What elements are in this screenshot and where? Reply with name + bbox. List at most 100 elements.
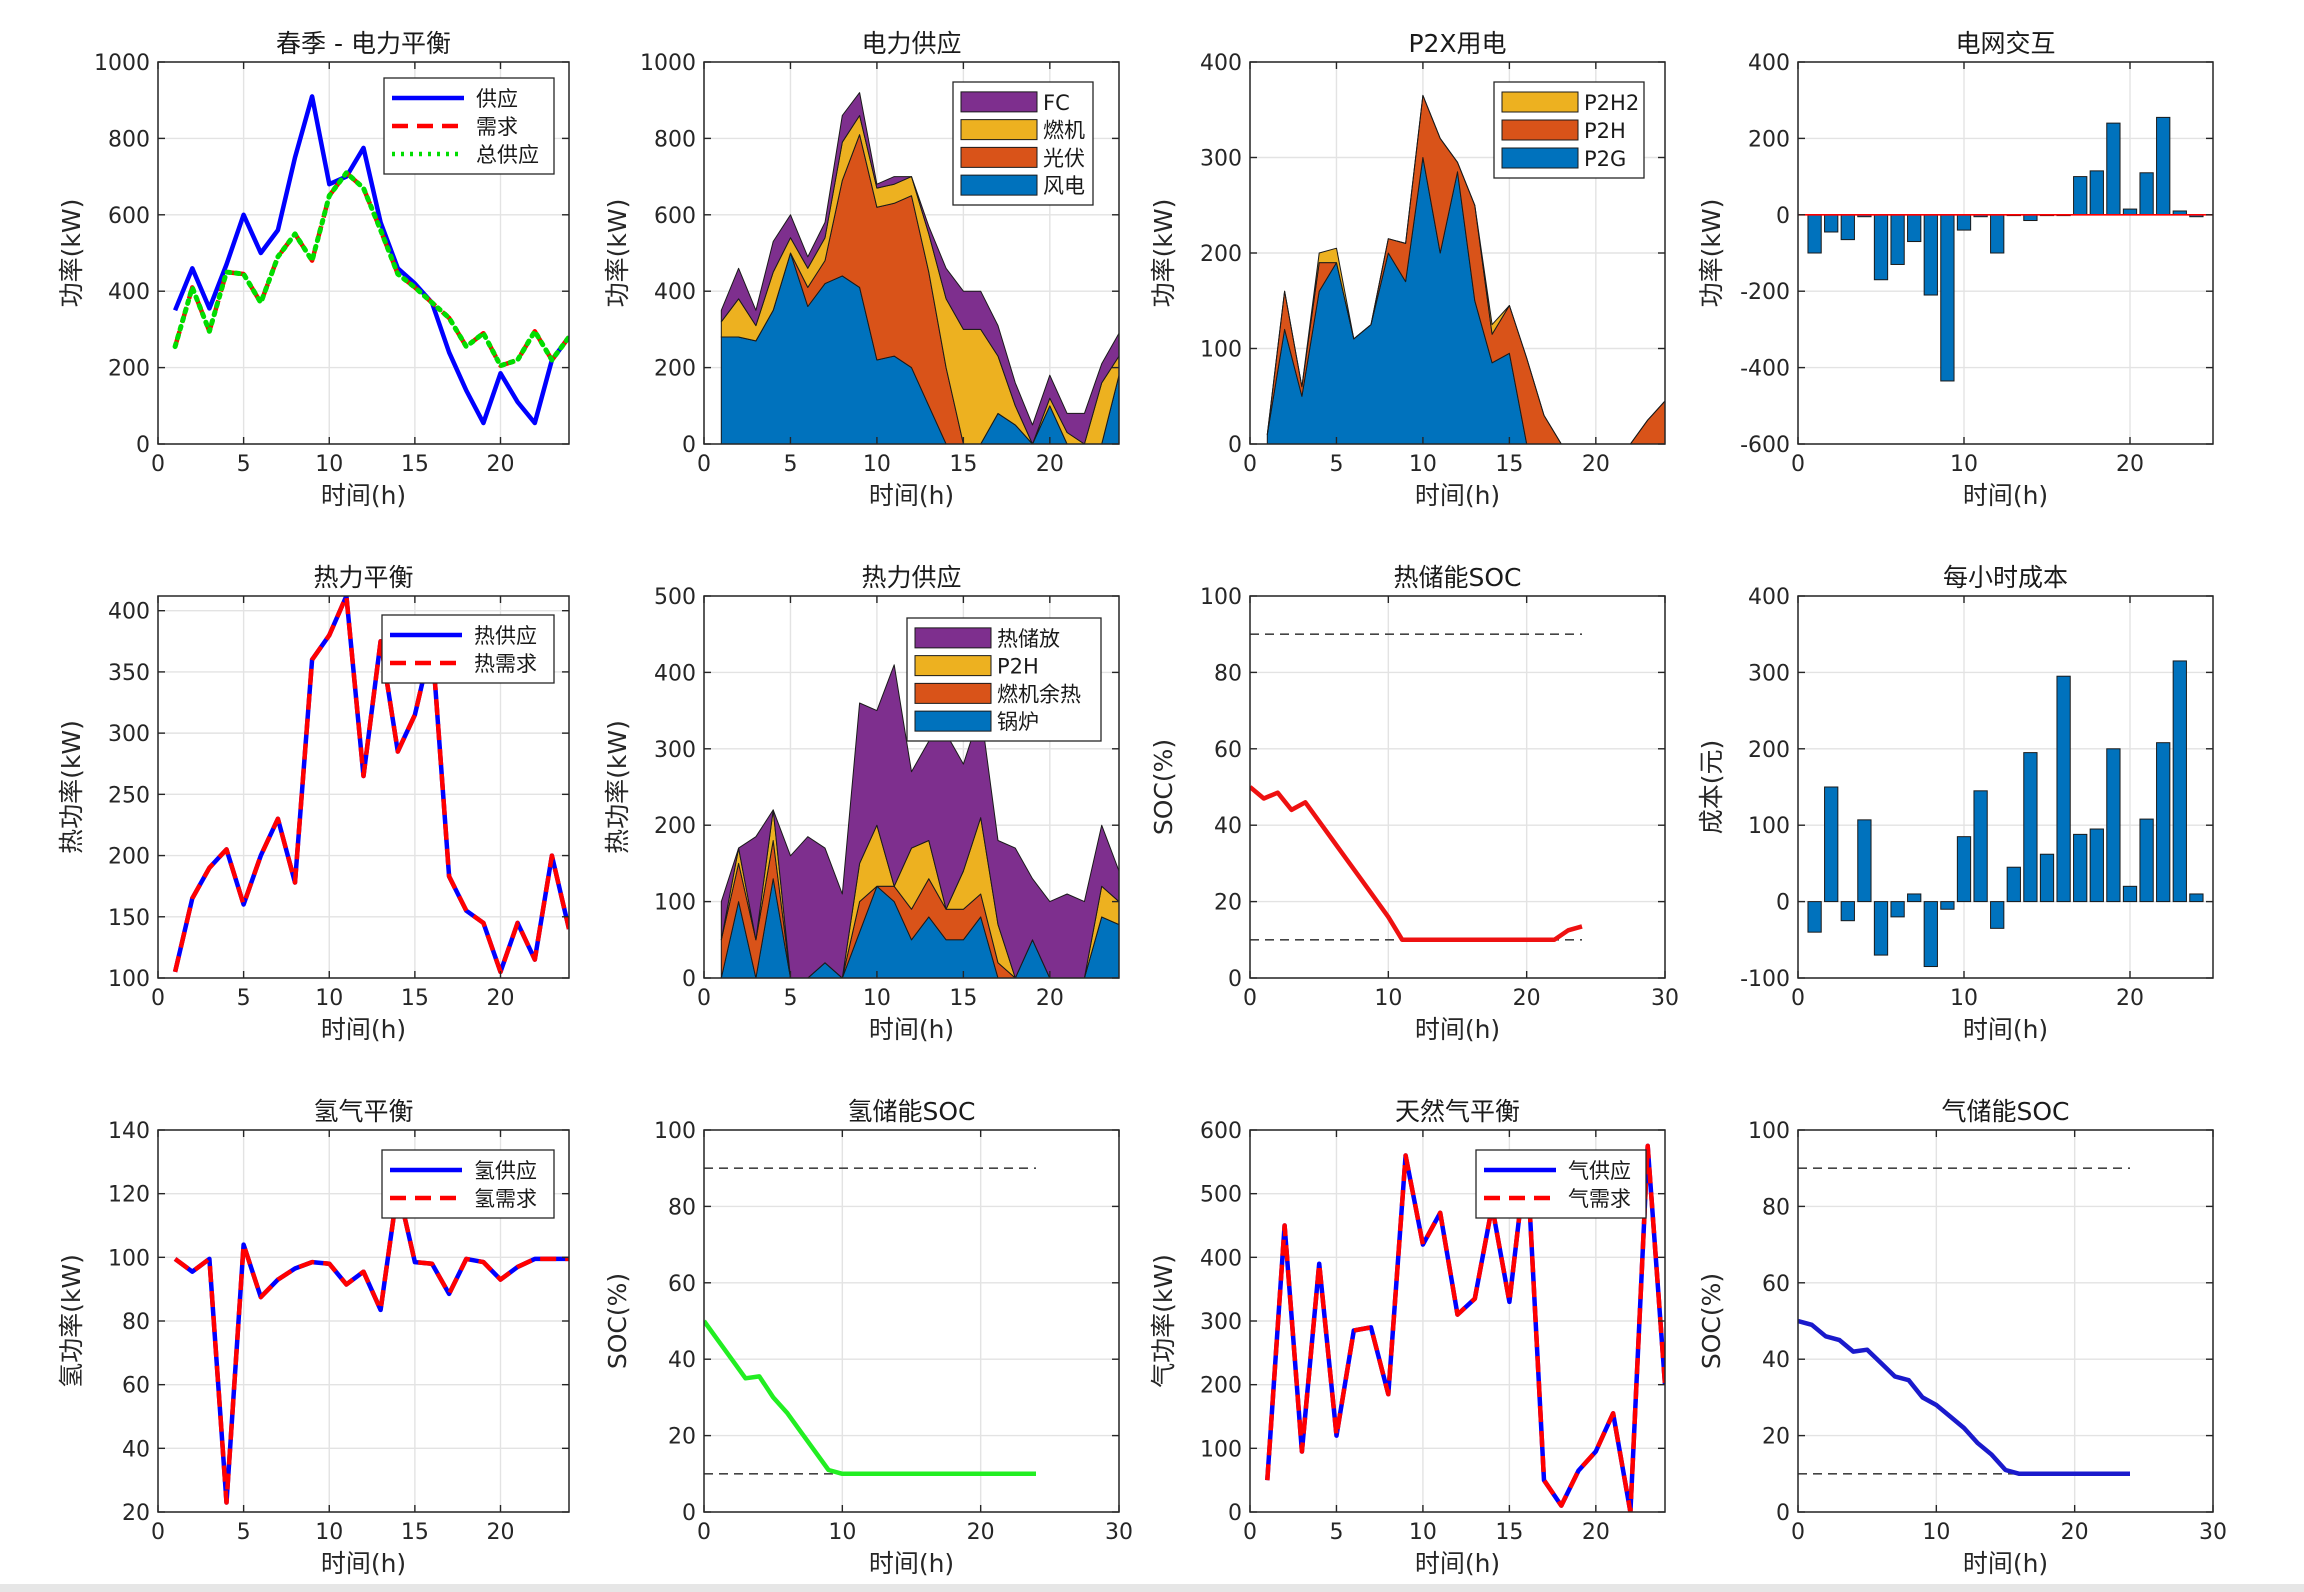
bar — [1840, 901, 1855, 922]
chart-p7: 0 10 20 30 0 20 40 60 80 100 热储能SOC 时间(h) SOC(%) — [1149, 563, 1679, 1044]
axes-box — [703, 595, 1120, 979]
x-tick-label: 15 — [401, 452, 429, 477]
y-tick-label: 300 — [108, 722, 150, 747]
chart-title: 电力供应 — [861, 29, 961, 58]
y-tick-label: 100 — [1200, 338, 1242, 363]
x-tick-label: 10 — [1922, 1520, 1950, 1545]
chart-title: 春季 - 电力平衡 — [276, 29, 451, 58]
y-axis-label: SOC(%) — [603, 1273, 632, 1369]
y-tick-label: 400 — [654, 661, 696, 686]
y-tick-label: 0 — [1776, 891, 1790, 916]
legend-label: 光伏 — [1043, 146, 1085, 170]
legend-label: 氢需求 — [474, 1187, 537, 1211]
y-tick-label: 0 — [1228, 1501, 1242, 1526]
x-tick-label: 5 — [783, 452, 797, 477]
y-tick-label: 40 — [1214, 814, 1242, 839]
chart-p3: 0 5 10 15 200100200300400P2X用电时间(h)功率(kW)P2H… — [1149, 29, 1666, 510]
x-tick-label: 0 — [1243, 1520, 1257, 1545]
bar — [2023, 214, 2038, 222]
chart-p10: 0 10 20 30 0 20 40 60 80 100 氢储能SOC 时间(h) SOC(%) — [603, 1097, 1133, 1578]
axes-box — [157, 595, 570, 979]
x-tick-label: 5 — [237, 452, 251, 477]
x-tick-label: 20 — [1582, 1520, 1610, 1545]
x-tick-label: 0 — [151, 1520, 165, 1545]
y-axis-label: 热功率(kW) — [603, 720, 632, 854]
plot-area — [720, 664, 1119, 978]
legend-label: 燃机 — [1043, 119, 1085, 143]
x-tick-label: 10 — [315, 986, 343, 1011]
y-tick-label: 200 — [1200, 1374, 1242, 1399]
y-tick-label: 0 — [1776, 204, 1790, 229]
x-tick-label: 5 — [237, 1520, 251, 1545]
y-tick-label: 60 — [122, 1374, 150, 1399]
legend-label: P2H2 — [1584, 91, 1639, 115]
y-axis-label: SOC(%) — [1697, 1273, 1726, 1369]
y-tick-label: 800 — [654, 127, 696, 152]
legend-box — [381, 1149, 555, 1219]
x-axis-label: 时间(h) — [321, 1015, 406, 1044]
y-axis-label: 热功率(kW) — [57, 720, 86, 854]
y-tick-label: 1000 — [94, 51, 150, 76]
bar — [2156, 742, 2171, 903]
x-axis-label: 时间(h) — [869, 1015, 954, 1044]
x-axis-label: 时间(h) — [1415, 1549, 1500, 1578]
y-tick-label: 40 — [1762, 1348, 1790, 1373]
y-tick-label: 300 — [1200, 1310, 1242, 1335]
bar — [1873, 901, 1889, 956]
y-tick-label: 100 — [654, 891, 696, 916]
x-tick-label: 20 — [1513, 986, 1541, 1011]
chart-p6: 0 5 10 15 200100200300400500热力供应时间(h)热功率(kW)… — [603, 563, 1120, 1044]
y-tick-label: 40 — [122, 1437, 150, 1462]
legend-swatch — [960, 119, 1038, 141]
legend-label: 需求 — [476, 115, 518, 139]
y-tick-label: 400 — [1200, 51, 1242, 76]
line-series-3 — [172, 170, 569, 369]
legend-label: 风电 — [1043, 174, 1085, 198]
x-tick-label: 5 — [1329, 1520, 1343, 1545]
x-tick-label: 20 — [967, 1520, 995, 1545]
x-tick-label: 0 — [1243, 452, 1257, 477]
x-tick-label: 0 — [697, 452, 711, 477]
y-tick-label: 0 — [682, 967, 696, 992]
chart-p12: 0 10 20 30 0 20 40 60 80 100 气储能SOC 时间(h) SOC(%) — [1697, 1097, 2227, 1578]
bar — [1940, 214, 1955, 382]
legend-swatch — [960, 174, 1038, 196]
y-tick-label: 140 — [108, 1119, 150, 1144]
legend-label: 热储放 — [997, 627, 1060, 651]
legend-label: 氢供应 — [474, 1159, 537, 1183]
y-axis-label: 成本(元) — [1697, 740, 1726, 835]
x-axis-label: 时间(h) — [1415, 481, 1500, 510]
x-tick-label: 15 — [1495, 1520, 1523, 1545]
x-tick-label: 20 — [1036, 452, 1064, 477]
bar — [1890, 214, 1905, 265]
bar — [2039, 853, 2055, 903]
bar — [2089, 170, 2104, 216]
y-tick-label: 20 — [122, 1501, 150, 1526]
x-tick-label: 5 — [237, 986, 251, 1011]
legend-swatch — [1501, 91, 1579, 113]
x-tick-label: 20 — [2061, 1520, 2089, 1545]
window-bottom-strip — [0, 1584, 2304, 1592]
y-tick-label: 400 — [1748, 585, 1790, 610]
y-tick-label: 0 — [1228, 433, 1242, 458]
legend-swatch — [960, 146, 1038, 168]
bar — [2006, 866, 2021, 903]
chart-title: 热力供应 — [861, 563, 961, 592]
x-axis-label: 时间(h) — [869, 1549, 954, 1578]
y-tick-label: 600 — [1200, 1119, 1242, 1144]
x-tick-label: 10 — [1950, 452, 1978, 477]
x-tick-label: 10 — [315, 1520, 343, 1545]
y-tick-label: 300 — [1200, 147, 1242, 172]
x-axis-label: 时间(h) — [1963, 1549, 2048, 1578]
x-axis-label: 时间(h) — [321, 1549, 406, 1578]
y-tick-label: 0 — [682, 1501, 696, 1526]
y-tick-label: 150 — [108, 906, 150, 931]
y-axis-label: 功率(kW) — [603, 199, 632, 308]
y-tick-label: 350 — [108, 661, 150, 686]
y-axis-label: SOC(%) — [1149, 739, 1178, 835]
